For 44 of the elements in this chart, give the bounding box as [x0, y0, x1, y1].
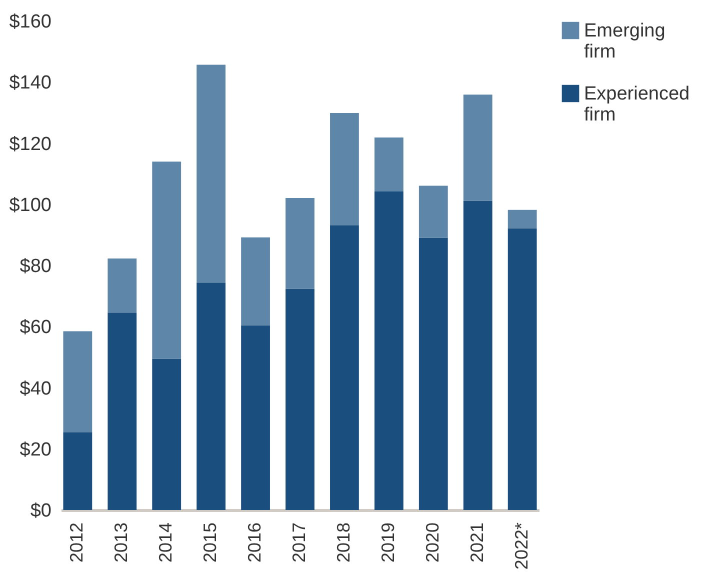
bar — [463, 200, 492, 510]
x-tick-label: 2016 — [244, 522, 265, 563]
x-tick-label: 2013 — [111, 522, 132, 563]
x-tick-label: 2012 — [66, 522, 87, 563]
bar — [330, 112, 359, 226]
bar — [108, 312, 137, 510]
x-tick-label: 2018 — [333, 522, 354, 563]
bar — [508, 210, 537, 228]
x-tick-label: 2015 — [200, 522, 220, 563]
x-tick-label: 2020 — [422, 522, 442, 563]
y-tick-label: $140 — [9, 72, 52, 94]
y-tick-label: $120 — [9, 134, 52, 155]
x-tick-label: 2014 — [156, 522, 176, 563]
bar — [418, 238, 448, 510]
y-tick-label: $20 — [20, 439, 52, 460]
bar — [196, 282, 226, 510]
x-tick-label: 2021 — [466, 522, 487, 563]
y-tick-label: $100 — [9, 194, 52, 216]
bar — [196, 64, 226, 283]
bar — [241, 237, 270, 326]
y-tick-label: $80 — [20, 256, 52, 277]
bar — [374, 192, 404, 510]
bar — [418, 186, 448, 238]
bar — [286, 288, 314, 510]
y-tick-label: $0 — [30, 500, 52, 522]
bar — [463, 94, 492, 201]
x-tick-label: 2019 — [378, 522, 398, 563]
y-tick-label: $60 — [20, 317, 52, 338]
bar — [241, 325, 270, 510]
bar — [63, 432, 92, 510]
x-tick-label: 2022* — [511, 522, 532, 570]
y-tick-label: $40 — [20, 378, 52, 400]
x-tick-label: 2017 — [289, 522, 309, 563]
bar — [330, 225, 359, 510]
bar — [152, 358, 182, 510]
bar — [286, 198, 314, 289]
bar — [508, 228, 537, 510]
bar — [374, 137, 404, 192]
bar — [63, 331, 92, 432]
legend-label: Experienced firm — [584, 84, 690, 126]
legend-label: Emerging firm — [584, 20, 666, 62]
bar — [152, 162, 182, 359]
bar — [108, 258, 137, 313]
y-tick-label: $160 — [9, 12, 52, 32]
